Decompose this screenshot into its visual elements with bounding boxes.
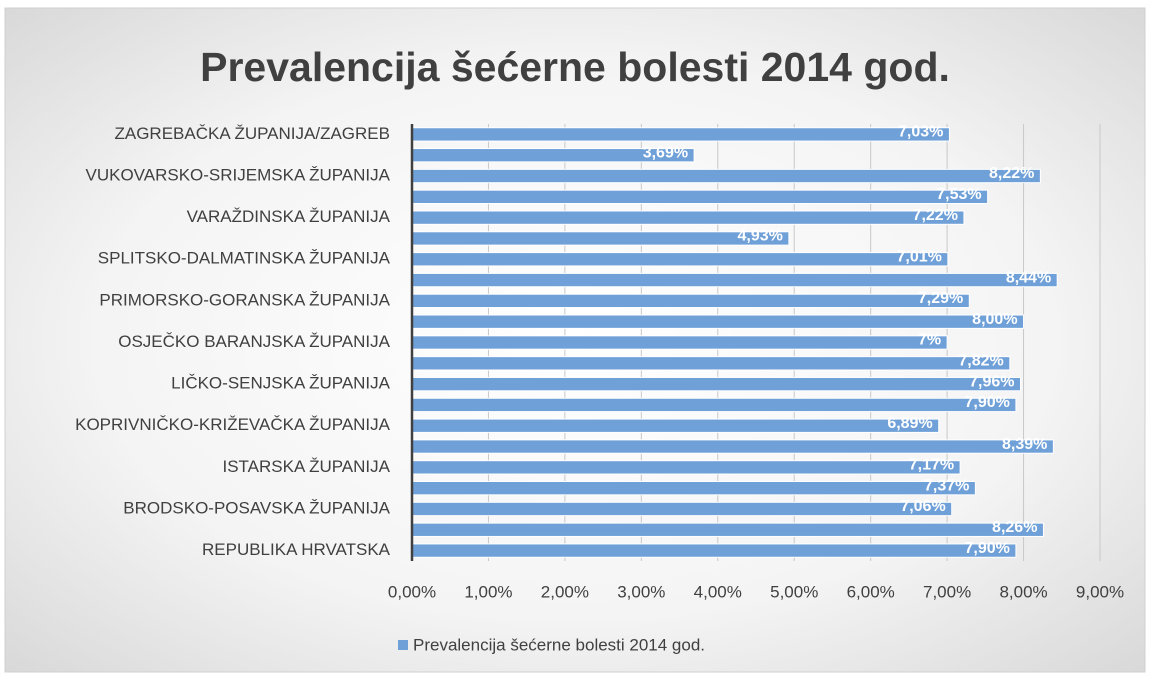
bar	[411, 439, 1054, 454]
data-label: 7,90%	[965, 540, 1010, 557]
bar	[411, 314, 1025, 329]
bar	[411, 168, 1041, 184]
data-label: 8,22%	[989, 165, 1034, 182]
bar	[411, 189, 989, 204]
data-label: 3,69%	[643, 144, 688, 161]
y-tick-label: BRODSKO-POSAVSKA ŽUPANIJA	[123, 498, 390, 517]
data-label: 7,06%	[900, 498, 945, 515]
bar	[411, 293, 970, 309]
data-label: 7,96%	[969, 373, 1014, 390]
data-label: 8,26%	[992, 519, 1037, 536]
legend-label: Prevalencija šećerne bolesti 2014 god.	[413, 635, 705, 654]
y-tick-label: VARAŽDINSKA ŽUPANIJA	[187, 207, 391, 226]
bar	[411, 335, 948, 350]
bar	[411, 356, 1011, 371]
chart-title: Prevalencija šećerne bolesti 2014 god.	[200, 44, 950, 90]
data-label: 4,93%	[737, 228, 782, 245]
y-tick-label: REPUBLIKA HRVATSKA	[202, 540, 391, 559]
y-tick-label: PRIMORSKO-GORANSKA ŽUPANIJA	[99, 290, 390, 309]
bar	[411, 127, 950, 142]
legend-swatch	[398, 640, 408, 650]
x-tick-label: 2,00%	[541, 582, 589, 601]
data-label: 7,53%	[936, 186, 981, 203]
data-label: 7,22%	[913, 207, 958, 224]
bar	[411, 501, 953, 517]
data-label: 7,17%	[909, 457, 954, 474]
bar	[411, 481, 976, 496]
x-tick-label: 7,00%	[923, 582, 971, 601]
x-tick-label: 3,00%	[617, 582, 665, 601]
data-label: 7,37%	[924, 477, 969, 494]
y-tick-label: ZAGREBAČKA ŽUPANIJA/ZAGREB	[114, 124, 390, 143]
bar	[411, 460, 961, 475]
bar	[411, 522, 1044, 537]
bar	[411, 397, 1017, 413]
y-tick-label: LIČKO-SENJSKA ŽUPANIJA	[171, 374, 391, 393]
data-label: 8,00%	[972, 311, 1017, 328]
bar	[411, 418, 940, 433]
data-label: 7,29%	[918, 290, 963, 307]
y-tick-label: ISTARSKA ŽUPANIJA	[222, 457, 390, 476]
data-label: 7,01%	[897, 248, 942, 265]
data-label: 6,89%	[887, 415, 932, 432]
data-label: 8,39%	[1002, 436, 1047, 453]
data-label: 7,90%	[965, 394, 1010, 411]
data-label: 7%	[918, 332, 941, 349]
bar	[411, 543, 1017, 558]
x-tick-label: 4,00%	[694, 582, 742, 601]
y-tick-label: OSJEČKO BARANJSKA ŽUPANIJA	[118, 332, 390, 351]
x-tick-label: 1,00%	[464, 582, 512, 601]
x-tick-label: 0,00%	[388, 582, 436, 601]
x-tick-label: 8,00%	[999, 582, 1047, 601]
y-tick-label: SPLITSKO-DALMATINSKA ŽUPANIJA	[98, 249, 391, 268]
bar	[411, 252, 949, 267]
bar	[411, 210, 965, 225]
data-label: 7,03%	[898, 124, 943, 141]
bar	[411, 376, 1021, 392]
data-label: 8,44%	[1006, 269, 1051, 286]
y-tick-label: VUKOVARSKO-SRIJEMSKA ŽUPANIJA	[86, 166, 391, 185]
y-tick-label: KOPRIVNIČKO-KRIŽEVAČKA ŽUPANIJA	[75, 415, 391, 434]
data-label: 7,82%	[958, 353, 1003, 370]
x-tick-label: 5,00%	[770, 582, 818, 601]
bar	[411, 231, 790, 246]
x-tick-label: 9,00%	[1076, 582, 1124, 601]
bar	[411, 272, 1058, 288]
x-tick-label: 6,00%	[847, 582, 895, 601]
